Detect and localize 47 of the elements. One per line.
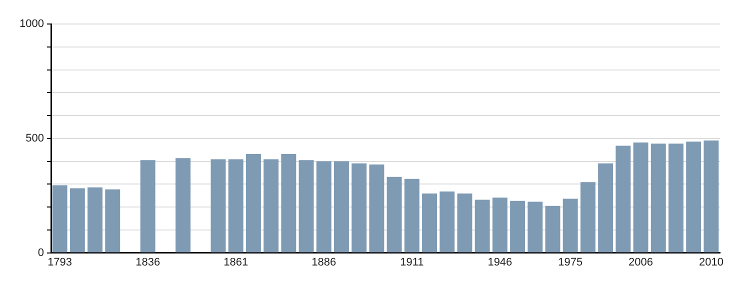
bar xyxy=(616,146,631,252)
bar xyxy=(633,142,648,252)
bar xyxy=(668,144,684,252)
bar xyxy=(404,178,420,252)
bar xyxy=(580,182,596,252)
bar xyxy=(316,161,332,252)
bar xyxy=(457,194,472,252)
bar xyxy=(105,189,120,252)
bar xyxy=(510,200,526,252)
bar xyxy=(298,160,314,252)
bar xyxy=(369,164,384,252)
y-tick-label: 0 xyxy=(38,246,44,259)
bar xyxy=(176,158,191,252)
bar xyxy=(246,154,261,252)
x-tick-label: 1861 xyxy=(224,256,248,268)
bar xyxy=(562,198,578,252)
bar xyxy=(440,191,455,252)
bar xyxy=(140,160,156,252)
bar xyxy=(70,188,85,252)
bar xyxy=(492,198,508,252)
bar xyxy=(422,194,437,252)
bar xyxy=(52,185,68,252)
bar xyxy=(352,163,367,252)
bar xyxy=(334,161,349,252)
bar xyxy=(386,176,402,252)
bar xyxy=(474,200,490,252)
bar xyxy=(264,159,279,252)
y-tick-label: 1000 xyxy=(20,18,44,30)
x-tick-label: 2006 xyxy=(628,256,654,268)
x-tick-label: 2010 xyxy=(698,256,724,268)
bar xyxy=(704,140,719,252)
bar xyxy=(686,142,702,252)
x-tick-label: 1886 xyxy=(312,256,336,268)
bar xyxy=(228,159,244,252)
bar xyxy=(650,144,666,252)
x-tick-label: 1836 xyxy=(136,256,160,268)
bar xyxy=(545,206,560,252)
x-tick-label: 1911 xyxy=(400,256,424,268)
bar xyxy=(528,202,543,252)
x-tick-label: 1946 xyxy=(488,256,512,268)
x-tick-label: 1793 xyxy=(48,256,72,268)
bar xyxy=(210,159,226,252)
bar xyxy=(598,163,614,252)
y-tick-label: 500 xyxy=(26,132,44,144)
x-tick-label: 1975 xyxy=(558,256,583,268)
bar xyxy=(88,187,102,252)
bar xyxy=(281,154,296,252)
